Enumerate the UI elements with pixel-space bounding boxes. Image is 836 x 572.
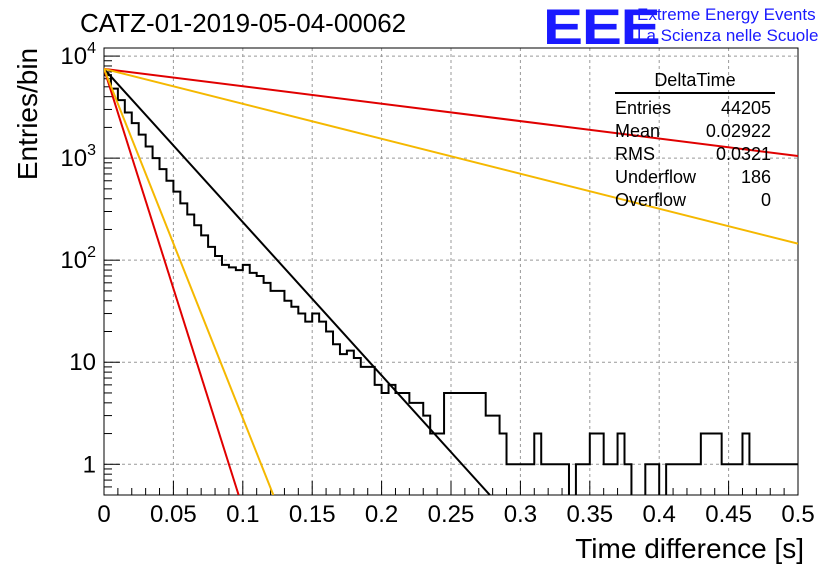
x-tick-label: 0.05 (150, 501, 197, 528)
stats-value: 0.02922 (705, 121, 771, 141)
stats-value: 44205 (720, 98, 771, 118)
x-tick-label: 0.5 (781, 501, 814, 528)
y-tick-label: 10 (69, 349, 96, 376)
stats-box: DeltaTime Entries 44205 Mean 0.02922 RMS… (615, 70, 775, 212)
logo-line-1: Extreme Energy Events (637, 5, 816, 24)
x-tick-label: 0.3 (504, 501, 537, 528)
stats-label: Overflow (615, 190, 687, 210)
fit-line (104, 67, 798, 157)
x-tick-label: 0.2 (365, 501, 398, 528)
y-tick-label: 1 (83, 451, 96, 478)
y-tick-label: 104 (60, 40, 96, 70)
x-tick-label: 0.15 (289, 501, 336, 528)
stats-value: 0 (760, 190, 771, 210)
stats-value: 0.0321 (715, 144, 771, 164)
chart-title: CATZ-01-2019-05-04-00062 (80, 8, 407, 38)
logo-line-2: La Scienza nelle Scuole (637, 26, 819, 45)
fit-line (104, 68, 491, 495)
x-axis-label: Time difference [s] (575, 533, 804, 564)
stats-row: RMS 0.0321 (615, 143, 775, 166)
stats-value: 186 (740, 167, 771, 187)
x-tick-label: 0.35 (566, 501, 613, 528)
x-tick-label: 0.25 (428, 501, 475, 528)
x-tick-label: 0 (97, 501, 110, 528)
stats-label: RMS (615, 144, 655, 164)
x-tick-label: 0.1 (226, 501, 259, 528)
stats-row: Overflow 0 (615, 189, 775, 212)
fit-line (104, 68, 275, 495)
stats-title: DeltaTime (615, 70, 775, 94)
stats-label: Entries (615, 98, 672, 118)
stats-label: Mean (615, 121, 661, 141)
eee-logo: EEE (543, 0, 661, 55)
y-tick-label: 103 (60, 142, 96, 172)
logo-caption: Extreme Energy Events La Scienza nelle S… (637, 4, 818, 46)
fit-line (104, 68, 240, 495)
stats-row: Mean 0.02922 (615, 120, 775, 143)
stats-row: Entries 44205 (615, 97, 775, 120)
y-tick-label: 102 (60, 244, 96, 274)
stats-row: Underflow 186 (615, 166, 775, 189)
y-axis-label: Entries/bin (12, 47, 43, 181)
x-tick-label: 0.4 (643, 501, 676, 528)
histogram-steps (104, 74, 798, 495)
stats-label: Underflow (615, 167, 697, 187)
fit-line (104, 67, 798, 245)
x-tick-label: 0.45 (705, 501, 752, 528)
